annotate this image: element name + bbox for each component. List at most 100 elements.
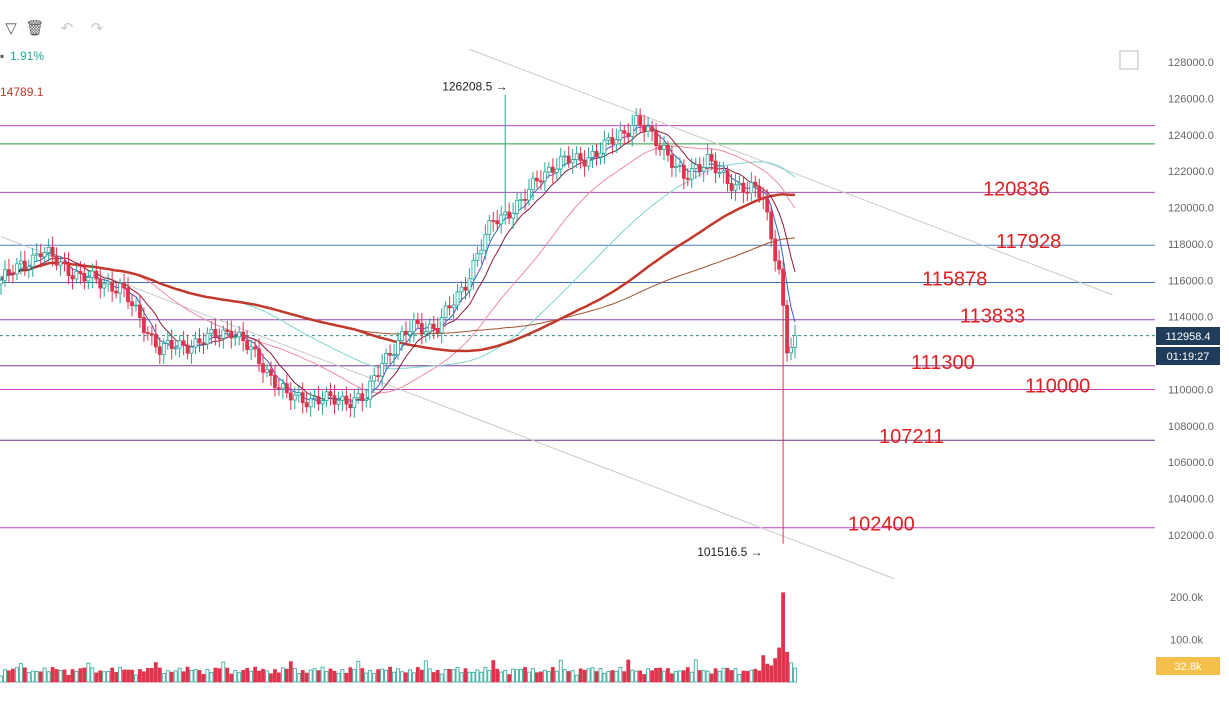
volume-bar xyxy=(535,672,539,683)
candle-body xyxy=(7,269,11,274)
candles xyxy=(0,94,797,544)
candle-body xyxy=(340,395,345,401)
volume-bar xyxy=(773,658,778,683)
volume-bar xyxy=(741,670,746,683)
volume-bar xyxy=(757,670,762,683)
candle-body xyxy=(14,263,19,275)
trendline xyxy=(469,48,1113,296)
candle-body xyxy=(265,369,269,373)
volume-bar xyxy=(66,675,71,683)
volume-bar xyxy=(300,670,305,683)
candle-body xyxy=(257,348,261,365)
candle-body xyxy=(539,180,543,183)
candle-body xyxy=(606,137,611,141)
candle-body xyxy=(729,183,734,191)
candle-body xyxy=(777,260,782,270)
volume-bar xyxy=(455,666,460,683)
volume-bar xyxy=(499,671,504,683)
volume-bar xyxy=(447,669,452,683)
volume-bar xyxy=(296,673,301,683)
volume-bar xyxy=(614,670,619,683)
candle-body xyxy=(705,153,710,168)
candle-body xyxy=(749,181,754,194)
volume-bar xyxy=(725,668,730,683)
candle-body xyxy=(197,338,202,344)
volume-bar xyxy=(793,667,797,683)
volume-bar xyxy=(82,667,87,683)
undo-icon[interactable]: ↶ xyxy=(60,20,74,37)
volume-bar xyxy=(618,667,623,683)
volume-bar xyxy=(451,669,456,683)
volume-bar xyxy=(674,670,678,683)
candle-body xyxy=(479,249,484,255)
volume-bar xyxy=(475,669,480,683)
price-tick-label: 122000.0 xyxy=(1168,166,1214,178)
candle-body xyxy=(626,132,631,137)
trash-icon[interactable]: 🗑 xyxy=(25,20,45,37)
candle-body xyxy=(411,319,416,332)
volume-bar xyxy=(304,672,309,683)
candle-body xyxy=(483,233,488,251)
volume-bar xyxy=(126,669,130,683)
candle-body xyxy=(392,354,396,356)
volume-bar xyxy=(189,670,194,683)
volume-bar xyxy=(181,671,186,683)
candle-body xyxy=(531,177,535,190)
candle-body xyxy=(709,153,714,162)
redo-icon[interactable]: ↷ xyxy=(90,20,104,37)
candle-body xyxy=(610,137,615,145)
current-price-label: 112958.4 xyxy=(1165,331,1210,343)
volume-bar xyxy=(622,671,627,683)
volume-bar xyxy=(705,670,710,683)
candle-body xyxy=(697,164,702,172)
candle-body xyxy=(515,199,519,214)
volume-tag xyxy=(1156,657,1220,675)
candle-body xyxy=(328,391,333,397)
candle-body xyxy=(487,220,492,235)
candle-body xyxy=(273,375,277,389)
candle-body xyxy=(364,398,369,401)
candle-body xyxy=(650,126,654,132)
candle-body xyxy=(372,375,377,382)
volume-bar xyxy=(626,659,631,683)
volume-bar xyxy=(22,667,27,683)
volume-bar xyxy=(106,670,111,683)
candle-body xyxy=(400,330,404,341)
price-tick-label: 104000.0 xyxy=(1168,494,1214,506)
volume-bar xyxy=(209,671,214,683)
current-volume-label: 32.8k xyxy=(1175,661,1202,673)
volume-bar xyxy=(610,670,615,683)
candle-body xyxy=(769,211,774,240)
candle-body xyxy=(562,155,567,158)
volume-bar xyxy=(685,667,690,683)
volume-bar xyxy=(693,659,698,683)
volume-bar xyxy=(471,671,476,683)
filter-icon[interactable]: ▽ xyxy=(5,20,17,37)
volume-bar xyxy=(233,670,238,683)
candle-body xyxy=(193,338,198,348)
volume-bar xyxy=(3,669,7,683)
candle-body xyxy=(670,154,674,168)
candle-body xyxy=(138,304,142,319)
volume-bar xyxy=(30,670,35,683)
volume-bar xyxy=(360,668,365,683)
candle-body xyxy=(74,271,79,280)
volume-bar xyxy=(781,592,785,683)
volume-bar xyxy=(292,667,297,683)
volume-bar xyxy=(717,670,722,683)
expand-icon[interactable] xyxy=(1119,50,1139,70)
candle-body xyxy=(693,164,698,169)
indicator-prefix: ▪ xyxy=(0,49,4,63)
volume-bar xyxy=(749,669,754,683)
volume-bar xyxy=(134,674,138,683)
level-label: 120836 xyxy=(983,178,1050,200)
candle-body xyxy=(142,317,146,333)
volume-bar xyxy=(273,669,277,683)
volume-bar xyxy=(634,670,639,683)
volume-bar xyxy=(74,670,79,683)
volume-bar xyxy=(340,669,345,683)
price-tick-label: 114000.0 xyxy=(1168,312,1213,324)
level-label: 110000 xyxy=(1025,375,1090,397)
price-tick-label: 110000.0 xyxy=(1168,384,1213,396)
